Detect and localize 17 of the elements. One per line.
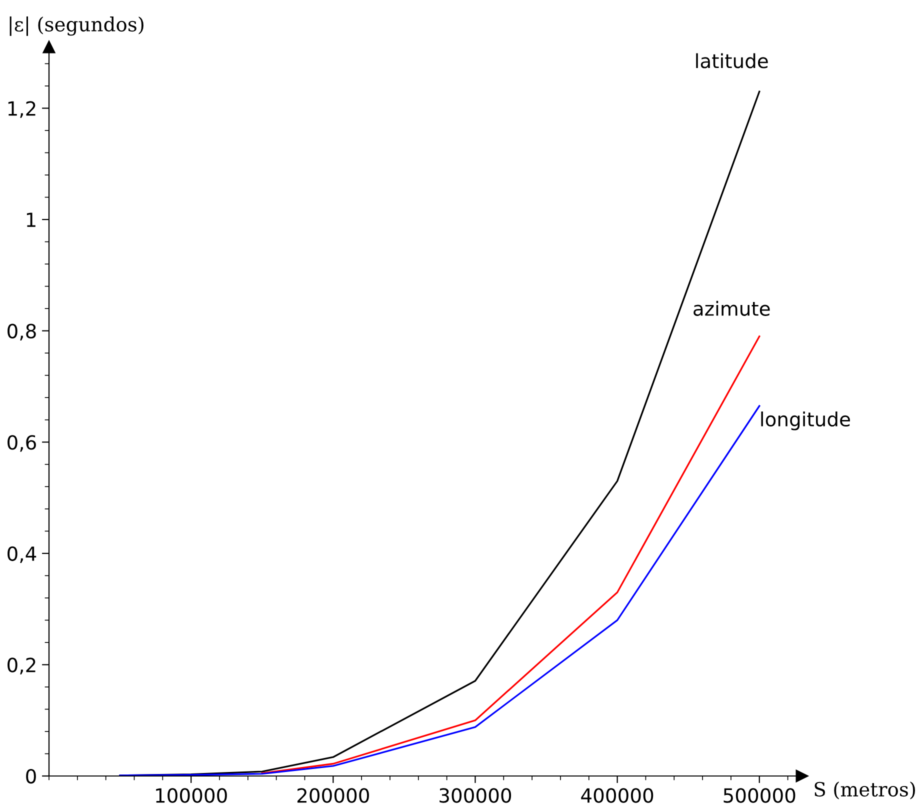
y-tick-label: 0,6 (8, 435, 36, 452)
y-tick-label: 0 (26, 768, 36, 784)
x-tick-label: 100000 (156, 788, 227, 803)
y-tick-label: 0,2 (8, 658, 36, 674)
y-tick-label: 0,4 (8, 546, 36, 564)
x-tick-label: 200000 (297, 788, 369, 803)
y-axis-title: |ε| (segundos) (10, 16, 144, 36)
y-tick-label: 1 (26, 212, 36, 227)
x-tick-label: 400000 (581, 788, 654, 803)
y-tick-label: 1,2 (8, 101, 36, 118)
y-tick-label: 0,8 (8, 324, 36, 340)
series-label: longitude (761, 411, 850, 430)
series-label: latitude (696, 53, 768, 68)
x-tick-label: 500000 (724, 788, 796, 803)
series-label: azimute (694, 300, 770, 316)
x-tick-label: 300000 (440, 788, 512, 803)
x-axis-title: S (metros) (814, 782, 915, 800)
